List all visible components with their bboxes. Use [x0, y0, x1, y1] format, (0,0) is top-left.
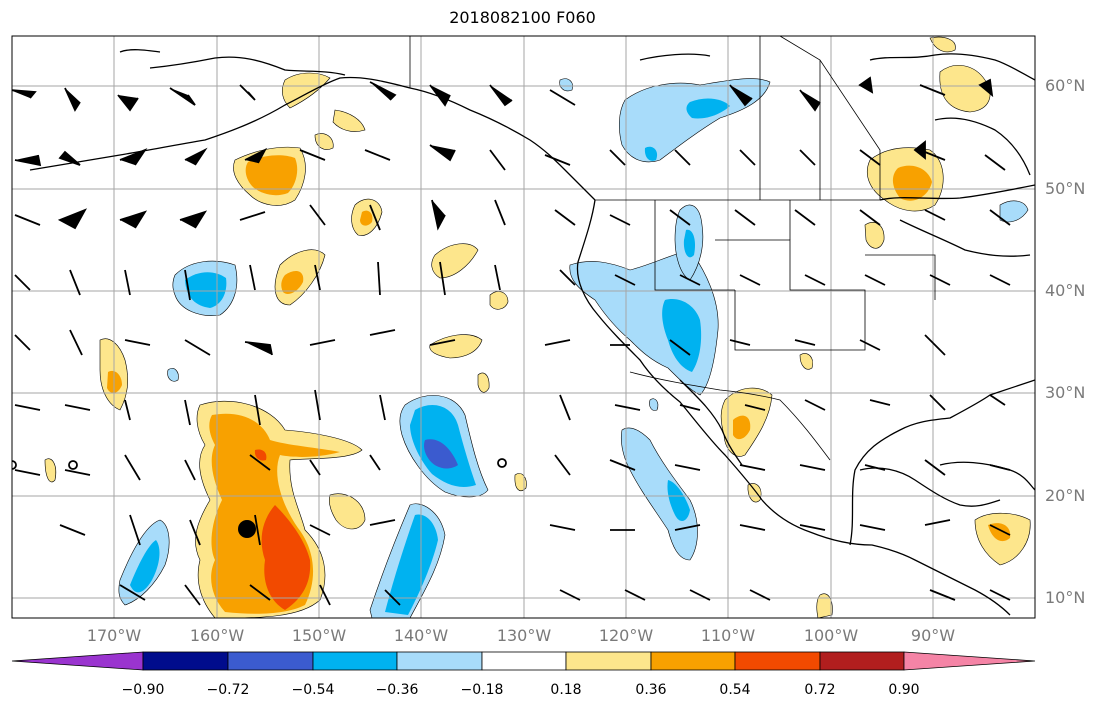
lat-label: 40°N: [1045, 281, 1086, 300]
colorbar-tick-label: −0.90: [121, 682, 165, 698]
lon-label: 130°W: [496, 626, 552, 645]
colorbar-bin: [650, 651, 736, 671]
colorbar-bin: [819, 651, 905, 671]
lat-label: 50°N: [1045, 179, 1086, 198]
graticule: [12, 36, 1035, 618]
lon-label: 120°W: [598, 626, 654, 645]
lon-label: 100°W: [803, 626, 859, 645]
lat-label: 10°N: [1045, 588, 1086, 607]
colorbar-tick-label: 0.72: [804, 682, 836, 698]
lat-label: 30°N: [1045, 383, 1086, 402]
lon-label: 140°W: [393, 626, 449, 645]
map-title: 2018082100 F060: [449, 8, 596, 27]
colorbar-tick-label: −0.72: [206, 682, 250, 698]
negative-anomaly-fields: [118, 78, 1029, 618]
colorbar-bin: [565, 651, 652, 671]
colorbar-bin: [142, 651, 229, 671]
coastlines: [29, 49, 1035, 616]
colorbar-bin: [227, 651, 314, 671]
lon-label: 160°W: [189, 626, 245, 645]
lon-label: 150°W: [291, 626, 347, 645]
colorbar-tick-label: −0.54: [291, 682, 335, 698]
political-borders: [409, 36, 936, 461]
calm-markers: [12, 458, 507, 470]
colorbar-bin: [481, 651, 567, 671]
storm-center-marker: [238, 520, 256, 538]
map-border: [11, 35, 1036, 619]
colorbar-tick-label: −0.18: [460, 682, 504, 698]
lon-label: 90°W: [910, 626, 956, 645]
colorbar-tick-label: 0.18: [550, 682, 582, 698]
colorbar: [11, 651, 1036, 671]
colorbar-tick-label: −0.36: [375, 682, 419, 698]
lat-label: 60°N: [1045, 76, 1086, 95]
lon-label: 110°W: [700, 626, 756, 645]
colorbar-bin: [734, 651, 821, 671]
colorbar-bin: [396, 651, 483, 671]
wind-barbs: [12, 76, 1011, 606]
colorbar-extend-low: [11, 651, 144, 671]
colorbar-bin: [312, 651, 398, 671]
colorbar-tick-label: 0.36: [635, 682, 667, 698]
colorbar-extend-high: [903, 651, 1036, 671]
colorbar-tick-label: 0.54: [719, 682, 751, 698]
lat-label: 20°N: [1045, 486, 1086, 505]
colorbar-tick-label: 0.90: [888, 682, 920, 698]
lon-label: 170°W: [86, 626, 142, 645]
